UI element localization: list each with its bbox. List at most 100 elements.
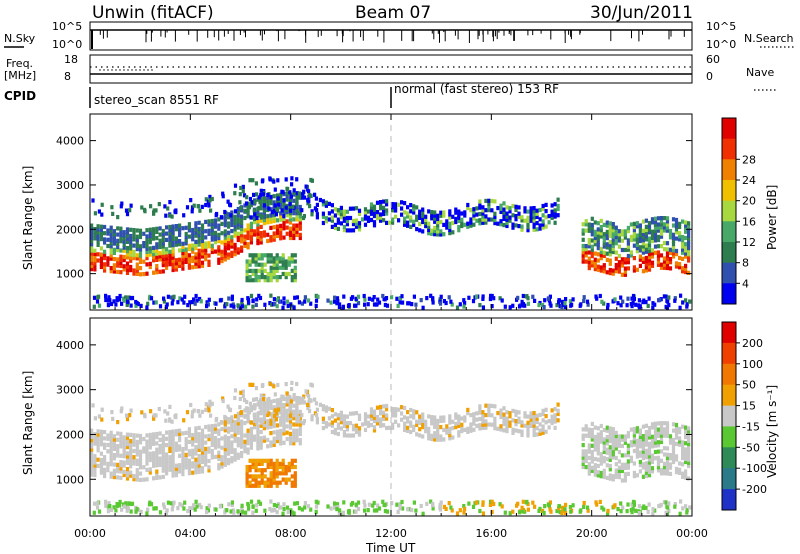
- scatter-cell: [282, 201, 286, 206]
- scatter-cell: [90, 463, 94, 468]
- scatter-cell: [248, 480, 252, 485]
- scatter-cell: [93, 472, 97, 478]
- scatter-cell: [316, 294, 320, 299]
- scatter-cell: [161, 228, 165, 234]
- scatter-cell: [240, 506, 244, 511]
- scatter-cell: [223, 510, 227, 515]
- scatter-cell: [638, 232, 642, 237]
- scatter-cell: [119, 409, 123, 414]
- scatter-cell: [272, 424, 276, 429]
- scatter-cell: [109, 301, 114, 307]
- scatter-cell: [293, 464, 297, 470]
- scatter-cell: [590, 453, 594, 458]
- scatter-cell: [158, 244, 162, 250]
- scatter-cell: [662, 225, 667, 230]
- scatter-cell: [638, 428, 642, 433]
- scatter-cell: [409, 224, 413, 229]
- scatter-cell: [439, 294, 443, 299]
- scatter-cell: [602, 427, 606, 433]
- scatter-cell: [125, 227, 130, 232]
- scatter-cell: [230, 415, 234, 420]
- scatter-cell: [371, 297, 375, 302]
- scatter-cell: [134, 303, 138, 308]
- scatter-cell: [194, 499, 198, 504]
- scatter-cell: [138, 253, 143, 258]
- freq-dot: [103, 69, 105, 71]
- scatter-cell: [659, 222, 664, 227]
- scatter-cell: [285, 436, 289, 442]
- scatter-cell: [584, 458, 588, 463]
- scatter-cell: [424, 214, 428, 219]
- scatter-cell: [284, 468, 288, 473]
- scatter-cell: [178, 226, 182, 231]
- scatter-cell: [436, 216, 440, 222]
- scatter-cell: [171, 236, 175, 241]
- scatter-cell: [481, 511, 485, 516]
- scatter-cell: [289, 194, 293, 199]
- scatter-cell: [330, 420, 334, 425]
- scatter-cell: [327, 422, 331, 427]
- scatter-cell: [165, 247, 169, 252]
- scatter-cell: [665, 430, 670, 435]
- scatter-cell: [656, 216, 661, 221]
- scatter-cell: [398, 506, 402, 511]
- scatter-cell: [288, 198, 293, 203]
- scatter-cell: [240, 239, 244, 244]
- scatter-cell: [436, 437, 440, 442]
- scatter-cell: [204, 453, 208, 458]
- scatter-cell: [544, 420, 548, 425]
- scatter-cell: [178, 469, 182, 474]
- scatter-cell: [596, 470, 600, 475]
- scatter-cell: [256, 228, 260, 233]
- scatter-cell: [427, 430, 431, 435]
- scatter-cell: [138, 228, 143, 233]
- scatter-cell: [197, 239, 201, 244]
- scatter-cell: [330, 224, 334, 229]
- scatter-cell: [279, 435, 283, 440]
- scatter-cell: [330, 423, 334, 428]
- scatter-cell: [290, 176, 294, 181]
- scatter-cell: [487, 198, 491, 203]
- scatter-cell: [599, 234, 603, 239]
- scatter-cell: [369, 217, 374, 223]
- scatter-cell: [100, 202, 104, 207]
- scatter-cell: [348, 421, 353, 426]
- freq-dot: [131, 69, 133, 71]
- scatter-cell: [257, 468, 261, 473]
- scatter-cell: [272, 234, 276, 239]
- scatter-cell: [162, 299, 166, 304]
- scatter-cell: [653, 431, 658, 436]
- noise-right-tick-top: 10^5: [706, 20, 736, 33]
- scatter-cell: [581, 449, 585, 454]
- scatter-cell: [454, 412, 458, 417]
- scatter-cell: [272, 430, 276, 435]
- scatter-cell: [134, 509, 138, 514]
- scatter-cell: [217, 248, 221, 253]
- scatter-cell: [596, 227, 600, 232]
- scatter-cell: [656, 462, 661, 467]
- scatter-cell: [125, 508, 129, 513]
- scatter-cell: [181, 472, 185, 477]
- scatter-cell: [93, 463, 97, 468]
- scatter-cell: [617, 235, 621, 240]
- scatter-cell: [442, 504, 446, 509]
- scatter-cell: [292, 305, 296, 310]
- scatter-cell: [298, 235, 302, 241]
- scatter-cell: [254, 474, 258, 479]
- scatter-cell: [397, 218, 401, 223]
- freq-dot: [127, 69, 129, 71]
- scatter-cell: [295, 413, 299, 418]
- scatter-cell: [103, 262, 107, 267]
- colorbar-tick-label: 12: [742, 236, 756, 249]
- scatter-cell: [293, 483, 297, 488]
- scatter-cell: [354, 423, 359, 428]
- scatter-cell: [623, 437, 627, 442]
- scatter-cell: [223, 254, 227, 259]
- scatter-cell: [626, 244, 630, 249]
- scatter-cell: [230, 421, 234, 426]
- scatter-cell: [638, 257, 642, 262]
- scatter-cell: [168, 461, 172, 466]
- scatter-cell: [418, 414, 422, 419]
- scatter-cell: [149, 409, 153, 414]
- scatter-cell: [511, 213, 515, 218]
